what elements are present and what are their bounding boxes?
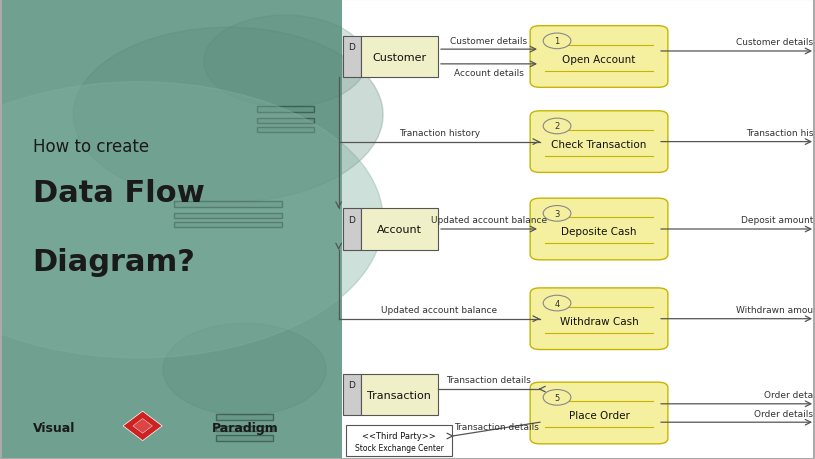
Circle shape <box>543 296 571 311</box>
Text: Transaction details: Transaction details <box>447 375 531 385</box>
Polygon shape <box>133 419 152 433</box>
Text: Withdraw Cash: Withdraw Cash <box>560 316 638 326</box>
FancyBboxPatch shape <box>257 107 314 112</box>
FancyBboxPatch shape <box>346 425 452 456</box>
FancyBboxPatch shape <box>342 374 360 415</box>
Text: 4: 4 <box>554 299 560 308</box>
Text: Transaction details: Transaction details <box>454 422 539 431</box>
FancyBboxPatch shape <box>0 0 342 459</box>
Polygon shape <box>123 411 162 441</box>
Text: Order details: Order details <box>755 409 813 418</box>
FancyBboxPatch shape <box>174 202 283 207</box>
FancyBboxPatch shape <box>216 435 273 441</box>
Text: Account details: Account details <box>454 69 524 78</box>
Circle shape <box>73 28 383 203</box>
Text: Order deta: Order deta <box>764 390 813 399</box>
FancyBboxPatch shape <box>531 199 668 260</box>
FancyBboxPatch shape <box>342 209 360 250</box>
FancyBboxPatch shape <box>360 374 438 415</box>
Text: Stock Exchange Center: Stock Exchange Center <box>355 442 444 452</box>
FancyBboxPatch shape <box>531 27 668 88</box>
FancyBboxPatch shape <box>531 112 668 173</box>
Text: Deposit amount: Deposit amount <box>741 216 813 225</box>
Circle shape <box>543 390 571 405</box>
Text: <<Third Party>>: <<Third Party>> <box>363 431 436 441</box>
Circle shape <box>543 119 571 134</box>
Text: 5: 5 <box>554 393 560 402</box>
Text: Transaction his: Transaction his <box>746 129 813 138</box>
FancyBboxPatch shape <box>216 414 273 420</box>
Text: Deposite Cash: Deposite Cash <box>562 227 637 237</box>
Circle shape <box>204 16 367 108</box>
Text: D: D <box>348 215 355 224</box>
FancyBboxPatch shape <box>342 37 360 78</box>
Text: Place Order: Place Order <box>569 410 629 420</box>
Circle shape <box>543 206 571 222</box>
Circle shape <box>0 83 383 358</box>
FancyBboxPatch shape <box>360 209 438 250</box>
Text: Paradigm: Paradigm <box>212 421 279 435</box>
Text: 1: 1 <box>554 37 560 46</box>
Text: Customer: Customer <box>372 52 426 62</box>
Text: Customer details: Customer details <box>451 36 527 45</box>
FancyBboxPatch shape <box>531 382 668 444</box>
Text: Withdrawn amou: Withdrawn amou <box>736 305 813 314</box>
Text: Open Account: Open Account <box>562 55 636 65</box>
Text: Data Flow: Data Flow <box>33 179 205 208</box>
Text: 3: 3 <box>554 209 560 218</box>
FancyBboxPatch shape <box>531 288 668 350</box>
Text: Customer details: Customer details <box>736 38 813 47</box>
Text: Check Transaction: Check Transaction <box>551 140 647 150</box>
Text: How to create: How to create <box>33 138 148 156</box>
FancyBboxPatch shape <box>174 213 283 219</box>
Circle shape <box>163 324 326 415</box>
Circle shape <box>543 34 571 50</box>
Text: D: D <box>348 381 355 390</box>
FancyBboxPatch shape <box>360 37 438 78</box>
Text: Account: Account <box>377 224 422 235</box>
Text: Diagram?: Diagram? <box>33 248 196 277</box>
FancyBboxPatch shape <box>174 223 283 228</box>
Text: Visual: Visual <box>33 421 75 435</box>
Text: D: D <box>348 43 355 52</box>
Text: Tranaction history: Tranaction history <box>399 129 480 138</box>
Text: 2: 2 <box>554 122 560 131</box>
FancyBboxPatch shape <box>216 426 273 431</box>
FancyBboxPatch shape <box>257 128 314 133</box>
Text: Updated account balance: Updated account balance <box>431 216 547 225</box>
Text: Transaction: Transaction <box>368 390 431 400</box>
FancyBboxPatch shape <box>257 118 314 124</box>
Text: Updated account balance: Updated account balance <box>381 305 497 314</box>
